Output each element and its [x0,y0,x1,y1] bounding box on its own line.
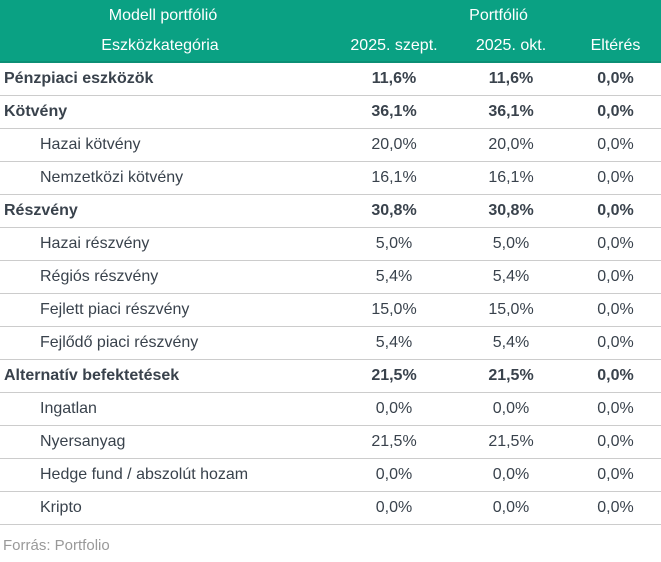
table-row: Fejlett piaci részvény 15,0% 15,0% 0,0% [0,293,661,327]
table-body: Pénzpiaci eszközök 11,6% 11,6% 0,0% Kötv… [0,62,661,525]
value-diff: 0,0% [570,392,661,426]
row-label: Fejlett piaci részvény [0,293,336,327]
value-sept: 20,0% [336,128,452,162]
value-sept: 0,0% [336,458,452,492]
row-label: Alternatív befektetések [0,359,336,393]
value-sept: 21,5% [336,425,452,459]
value-okt: 21,5% [452,425,570,459]
value-diff: 0,0% [570,128,661,162]
value-diff: 0,0% [570,161,661,195]
value-sept: 5,0% [336,227,452,261]
value-sept: 5,4% [336,260,452,294]
value-sept: 0,0% [336,392,452,426]
value-diff: 0,0% [570,425,661,459]
value-sept: 30,8% [336,194,452,228]
table-row: Kötvény 36,1% 36,1% 0,0% [0,95,661,129]
table-row: Régiós részvény 5,4% 5,4% 0,0% [0,260,661,294]
value-okt: 5,4% [452,326,570,360]
table-row: Hazai kötvény 20,0% 20,0% 0,0% [0,128,661,162]
table-row: Hazai részvény 5,0% 5,0% 0,0% [0,227,661,261]
value-diff: 0,0% [570,491,661,525]
table-row: Hedge fund / abszolút hozam 0,0% 0,0% 0,… [0,458,661,492]
header-2025-okt: 2025. okt. [452,31,570,63]
table-row: Fejlődő piaci részvény 5,4% 5,4% 0,0% [0,326,661,360]
allocation-table: Modell portfólió Portfólió Eszközkategór… [0,0,661,525]
header-portfolio: Portfólió [336,0,661,31]
value-sept: 0,0% [336,491,452,525]
value-sept: 21,5% [336,359,452,393]
value-diff: 0,0% [570,260,661,294]
table-header: Modell portfólió Portfólió Eszközkategór… [0,0,661,63]
value-okt: 20,0% [452,128,570,162]
value-diff: 0,0% [570,458,661,492]
header-2025-szept: 2025. szept. [336,31,452,63]
value-okt: 11,6% [452,62,570,96]
table-row: Nyersanyag 21,5% 21,5% 0,0% [0,425,661,459]
value-diff: 0,0% [570,62,661,96]
value-sept: 15,0% [336,293,452,327]
value-diff: 0,0% [570,194,661,228]
table-row: Ingatlan 0,0% 0,0% 0,0% [0,392,661,426]
row-label: Hedge fund / abszolút hozam [0,458,336,492]
table-row: Kripto 0,0% 0,0% 0,0% [0,491,661,525]
value-diff: 0,0% [570,293,661,327]
row-label: Nyersanyag [0,425,336,459]
header-group-row: Modell portfólió Portfólió [0,0,661,31]
value-okt: 5,4% [452,260,570,294]
row-label: Ingatlan [0,392,336,426]
value-okt: 0,0% [452,392,570,426]
value-okt: 0,0% [452,458,570,492]
header-asset-category: Eszközkategória [0,31,336,63]
row-label: Nemzetközi kötvény [0,161,336,195]
row-label: Kripto [0,491,336,525]
row-label: Pénzpiaci eszközök [0,62,336,96]
value-sept: 11,6% [336,62,452,96]
value-diff: 0,0% [570,326,661,360]
value-diff: 0,0% [570,227,661,261]
value-sept: 16,1% [336,161,452,195]
value-okt: 30,8% [452,194,570,228]
row-label: Hazai kötvény [0,128,336,162]
table-row: Alternatív befektetések 21,5% 21,5% 0,0% [0,359,661,393]
table-row: Nemzetközi kötvény 16,1% 16,1% 0,0% [0,161,661,195]
header-model-portfolio: Modell portfólió [0,0,336,31]
table-row: Pénzpiaci eszközök 11,6% 11,6% 0,0% [0,62,661,96]
value-okt: 5,0% [452,227,570,261]
row-label: Hazai részvény [0,227,336,261]
value-diff: 0,0% [570,95,661,129]
value-sept: 36,1% [336,95,452,129]
header-elteres: Eltérés [570,31,661,63]
value-okt: 36,1% [452,95,570,129]
value-sept: 5,4% [336,326,452,360]
row-label: Régiós részvény [0,260,336,294]
value-okt: 21,5% [452,359,570,393]
source-note: Forrás: Portfolio [3,537,110,554]
value-okt: 15,0% [452,293,570,327]
row-label: Részvény [0,194,336,228]
row-label: Kötvény [0,95,336,129]
value-diff: 0,0% [570,359,661,393]
value-okt: 0,0% [452,491,570,525]
table-row: Részvény 30,8% 30,8% 0,0% [0,194,661,228]
value-okt: 16,1% [452,161,570,195]
row-label: Fejlődő piaci részvény [0,326,336,360]
header-columns-row: Eszközkategória 2025. szept. 2025. okt. … [0,31,661,63]
